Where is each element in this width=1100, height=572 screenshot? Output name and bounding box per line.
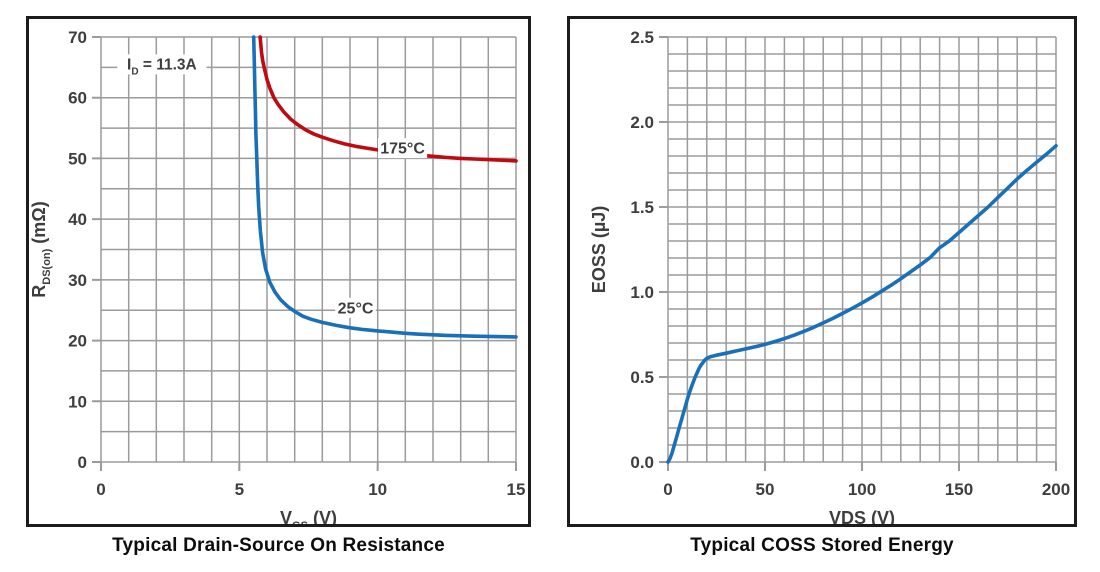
eoss-chart-title: Typical COSS Stored Energy xyxy=(690,535,954,556)
y-tick-label: 1.5 xyxy=(630,198,654,217)
y-axis-label: RDS(on) (mΩ) xyxy=(29,201,53,297)
curve-label-t175: 175°C xyxy=(380,141,425,158)
axis-ticks xyxy=(659,36,1057,471)
x-tick-label: 100 xyxy=(848,480,876,499)
curve-label-t25: 25°C xyxy=(338,300,374,317)
annotation-bg xyxy=(117,54,207,75)
rdson-chart-title: Typical Drain-Source On Resistance xyxy=(112,535,445,556)
x-tick-label: 0 xyxy=(96,480,105,499)
axis-ticks xyxy=(92,36,517,471)
y-tick-label: 20 xyxy=(68,332,87,351)
y-tick-label: 0 xyxy=(78,453,87,472)
eoss-chart-panel: 0 50 100 150 200 0.0 0.5 1.0 1.5 2.0 2.5 VDS (V) EOS… xyxy=(567,16,1077,527)
x-tick-label: 150 xyxy=(945,480,973,499)
curve-label-bg xyxy=(335,297,376,318)
x-tick-label: 15 xyxy=(507,480,526,499)
y-tick-label: 1.0 xyxy=(630,283,654,302)
y-tick-label: 0.5 xyxy=(630,368,654,387)
x-axis-label: VGS (V) xyxy=(280,508,337,524)
y-tick-label: 50 xyxy=(68,149,87,168)
annotation-id-current: ID = 11.3A xyxy=(127,56,197,77)
curve-t25 xyxy=(251,35,518,339)
x-tick-label: 0 xyxy=(663,480,672,499)
y-axis-label: EOSS (µJ) xyxy=(589,206,609,293)
x-axis-label: VDS (V) xyxy=(829,508,895,524)
y-tick-label: 0.0 xyxy=(630,453,654,472)
grid xyxy=(100,36,517,463)
y-tick-label: 10 xyxy=(68,392,87,411)
curve-t175 xyxy=(258,35,518,163)
x-tick-label: 10 xyxy=(368,480,387,499)
y-tick-label: 30 xyxy=(68,271,87,290)
eoss-chart: 0 50 100 150 200 0.0 0.5 1.0 1.5 2.0 2.5 VDS (V) EOS… xyxy=(589,28,1070,524)
curve-eoss xyxy=(666,144,1058,464)
rdson-chart-panel: 0 5 10 15 0 10 20 30 40 50 60 70 175°C 25°C ID = 11.3A… xyxy=(26,16,531,527)
y-tick-label: 40 xyxy=(68,210,87,229)
y-tick-label: 60 xyxy=(68,89,87,108)
x-tick-label: 50 xyxy=(756,480,775,499)
rdson-chart: 0 5 10 15 0 10 20 30 40 50 60 70 175°C 25°C ID = 11.3A… xyxy=(29,28,526,524)
y-tick-label: 70 xyxy=(68,28,87,47)
y-tick-label: 2.5 xyxy=(630,28,654,47)
x-tick-label: 5 xyxy=(235,480,244,499)
grid xyxy=(667,36,1057,463)
y-tick-label: 2.0 xyxy=(630,113,654,132)
x-tick-label: 200 xyxy=(1042,480,1070,499)
curve-label-bg xyxy=(377,138,428,159)
